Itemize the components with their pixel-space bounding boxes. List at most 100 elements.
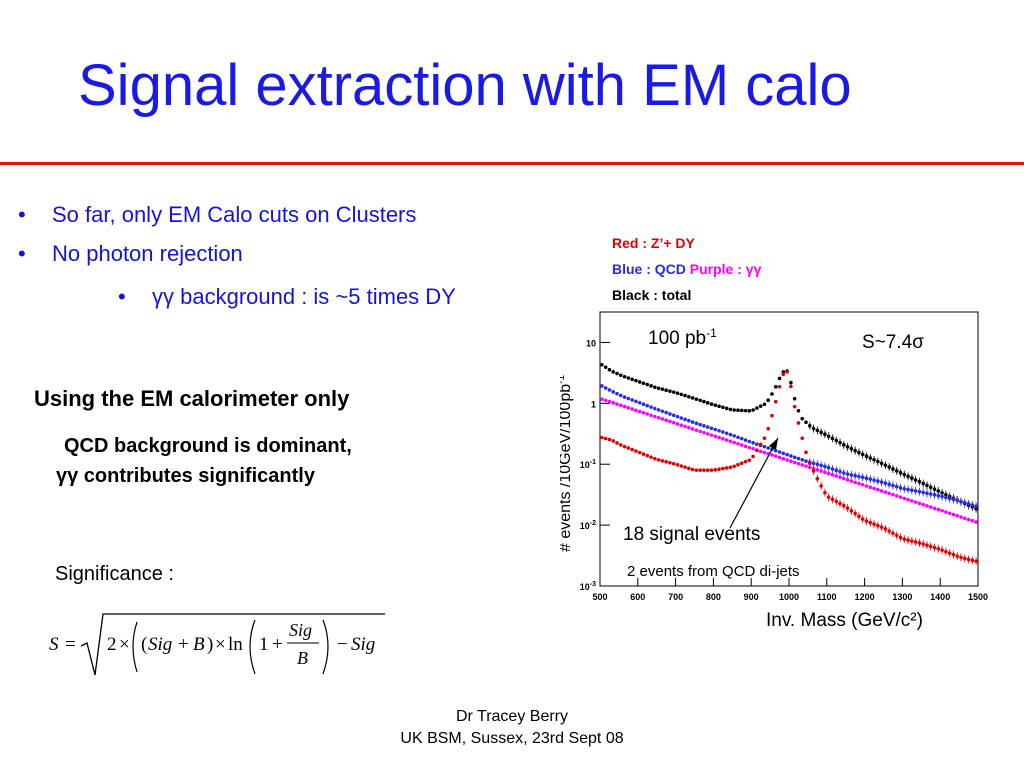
data-point xyxy=(910,539,914,543)
data-point xyxy=(921,542,925,546)
data-point xyxy=(641,381,646,386)
data-point xyxy=(932,493,937,497)
data-point xyxy=(705,425,710,429)
data-point xyxy=(876,479,880,483)
data-point xyxy=(917,489,922,494)
data-point xyxy=(615,371,619,376)
data-point xyxy=(724,466,729,470)
x-tick-label: 1500 xyxy=(968,592,988,602)
data-point xyxy=(671,461,676,466)
data-point xyxy=(819,484,823,488)
data-point xyxy=(618,403,623,408)
data-point xyxy=(883,481,888,485)
data-point xyxy=(622,374,627,379)
data-point xyxy=(966,517,971,522)
legend-red: Red : Z’+ DY xyxy=(612,235,695,251)
bullet-text: So far, only EM Calo cuts on Clusters xyxy=(52,202,417,227)
data-point xyxy=(921,502,925,507)
data-point xyxy=(944,495,948,500)
data-point xyxy=(815,476,820,481)
data-series xyxy=(600,362,978,566)
data-point xyxy=(800,457,805,462)
series-black xyxy=(600,362,978,513)
data-point xyxy=(834,499,839,504)
data-point xyxy=(932,545,937,550)
data-point xyxy=(838,440,842,445)
data-point xyxy=(653,385,657,389)
data-point xyxy=(819,463,823,468)
data-point xyxy=(687,394,691,399)
formula-paren-l: ( xyxy=(141,634,147,655)
data-point xyxy=(838,501,842,506)
formula-one: 1 xyxy=(259,634,269,655)
data-point xyxy=(936,507,941,512)
data-point xyxy=(698,429,702,434)
data-point xyxy=(860,475,865,480)
data-point xyxy=(928,485,933,490)
data-point xyxy=(842,476,846,481)
data-point xyxy=(630,407,634,411)
data-point xyxy=(694,468,699,472)
data-point xyxy=(800,463,805,467)
data-point xyxy=(860,482,865,487)
legend-blue: Blue : QCD xyxy=(612,261,686,277)
data-point xyxy=(762,450,767,455)
data-point xyxy=(671,420,676,425)
data-point xyxy=(849,446,854,451)
data-point xyxy=(717,428,721,433)
data-point xyxy=(755,448,759,453)
data-point xyxy=(970,518,975,523)
data-point xyxy=(694,397,699,401)
data-point xyxy=(894,494,899,498)
data-point xyxy=(864,484,869,488)
data-point xyxy=(868,520,873,525)
data-point xyxy=(864,519,869,523)
data-point xyxy=(736,442,740,446)
data-point xyxy=(694,421,699,426)
data-point xyxy=(883,463,888,467)
data-point xyxy=(683,393,687,398)
data-point xyxy=(721,437,725,441)
x-tick-label: 1000 xyxy=(779,592,799,602)
data-point xyxy=(872,486,876,491)
data-point xyxy=(607,437,612,442)
data-point xyxy=(834,438,839,443)
data-point xyxy=(743,438,748,442)
data-point xyxy=(736,435,740,440)
data-point xyxy=(626,446,631,450)
data-point xyxy=(789,380,793,385)
data-point xyxy=(902,487,907,491)
data-point xyxy=(747,409,752,413)
data-point xyxy=(603,398,608,403)
paren-open xyxy=(132,621,138,673)
data-point xyxy=(925,483,929,488)
data-point xyxy=(622,404,627,409)
data-point xyxy=(804,450,808,455)
data-point xyxy=(671,413,676,418)
qcd-note-line-1: QCD background is dominant, xyxy=(64,435,352,457)
data-point xyxy=(645,403,650,408)
qcd-dijets-note: 2 events from QCD di-jets xyxy=(627,563,800,580)
data-point xyxy=(603,365,608,370)
data-point xyxy=(970,558,975,563)
data-point xyxy=(637,400,642,405)
data-point xyxy=(664,460,668,464)
data-point xyxy=(807,465,812,470)
data-point xyxy=(955,498,960,503)
x-tick-label: 1300 xyxy=(892,592,912,602)
data-point xyxy=(860,452,865,457)
formula-times-2: × xyxy=(215,634,226,655)
data-point xyxy=(653,406,657,411)
data-point xyxy=(660,409,665,414)
legend-purple: Purple : γγ xyxy=(689,261,762,277)
data-point xyxy=(951,552,956,557)
data-point xyxy=(724,406,729,411)
formula-plus-2: + xyxy=(272,634,283,655)
data-point xyxy=(838,469,842,474)
bullet-marker: • xyxy=(118,284,126,309)
data-point xyxy=(944,549,948,554)
data-point xyxy=(925,504,929,508)
data-point xyxy=(728,465,733,470)
data-point xyxy=(702,424,706,428)
data-point xyxy=(709,426,714,431)
